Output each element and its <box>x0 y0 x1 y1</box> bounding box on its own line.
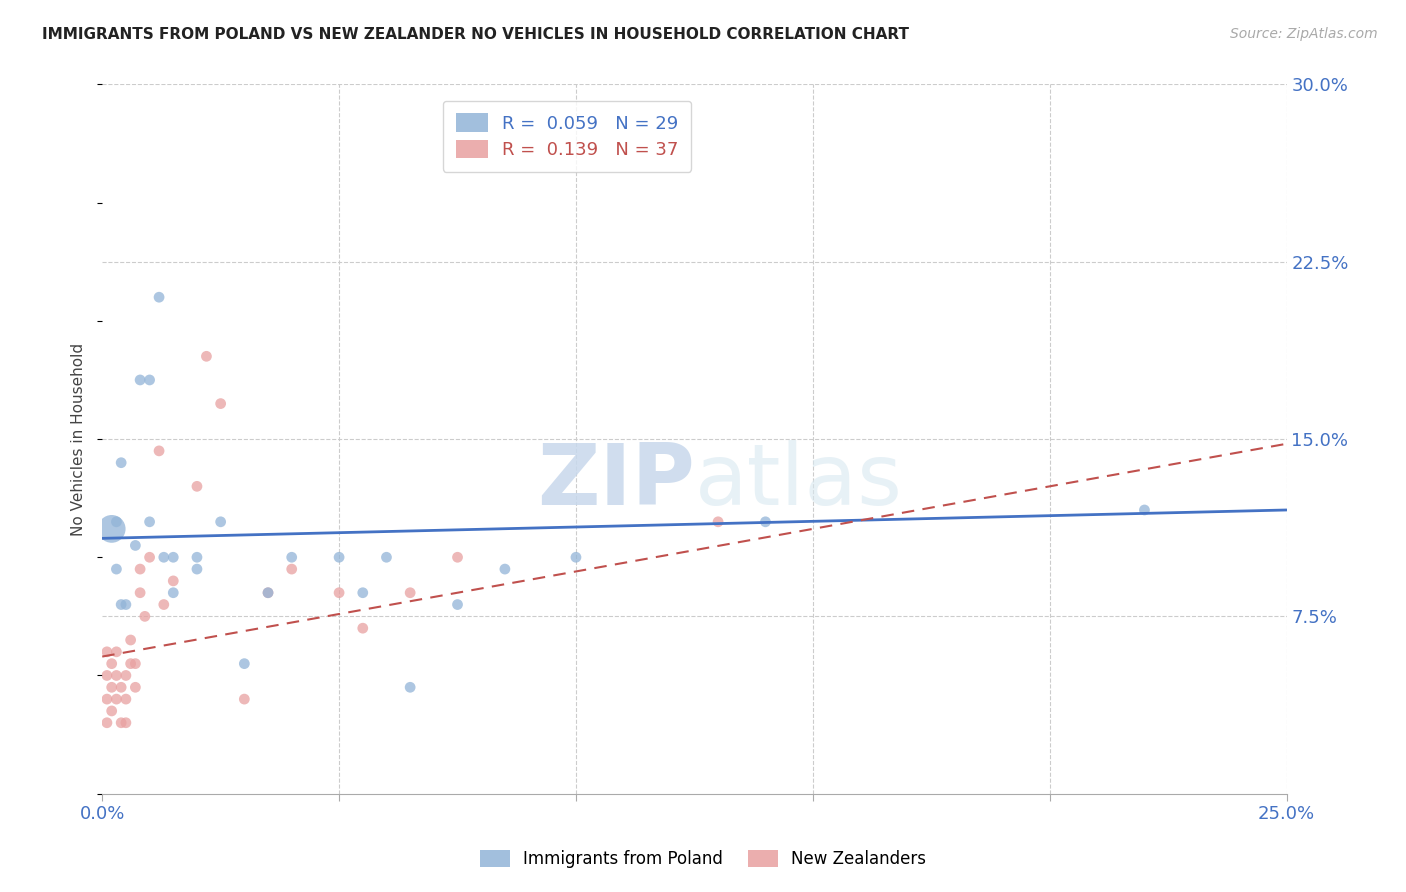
Point <box>257 585 280 599</box>
Point <box>110 456 132 470</box>
Text: ZIP: ZIP <box>537 440 695 523</box>
Point <box>186 550 208 565</box>
Point <box>105 645 128 659</box>
Point <box>120 632 142 647</box>
Point <box>110 715 132 730</box>
Point <box>209 396 232 410</box>
Point <box>129 373 152 387</box>
Point <box>162 585 184 599</box>
Point <box>115 692 138 706</box>
Point <box>115 715 138 730</box>
Point <box>446 550 468 565</box>
Point <box>105 668 128 682</box>
Text: IMMIGRANTS FROM POLAND VS NEW ZEALANDER NO VEHICLES IN HOUSEHOLD CORRELATION CHA: IMMIGRANTS FROM POLAND VS NEW ZEALANDER … <box>42 27 910 42</box>
Point <box>280 550 302 565</box>
Point <box>138 515 160 529</box>
Point <box>352 621 374 635</box>
Point <box>148 290 170 304</box>
Y-axis label: No Vehicles in Household: No Vehicles in Household <box>72 343 86 535</box>
Point <box>233 692 256 706</box>
Text: atlas: atlas <box>695 440 903 523</box>
Point <box>186 479 208 493</box>
Point <box>209 515 232 529</box>
Point <box>115 598 138 612</box>
Point <box>328 550 350 565</box>
Point <box>186 562 208 576</box>
Point <box>100 522 122 536</box>
Point <box>375 550 398 565</box>
Point <box>105 562 128 576</box>
Point <box>153 550 176 565</box>
Point <box>134 609 156 624</box>
Point <box>352 585 374 599</box>
Point <box>446 598 468 612</box>
Point <box>129 585 152 599</box>
Point <box>129 562 152 576</box>
Point <box>110 598 132 612</box>
Legend: Immigrants from Poland, New Zealanders: Immigrants from Poland, New Zealanders <box>472 843 934 875</box>
Point <box>96 668 118 682</box>
Point <box>280 562 302 576</box>
Point <box>100 657 122 671</box>
Point <box>96 645 118 659</box>
Point <box>233 657 256 671</box>
Point <box>328 585 350 599</box>
Point <box>105 692 128 706</box>
Point <box>162 550 184 565</box>
Point <box>565 550 588 565</box>
Point <box>100 681 122 695</box>
Point <box>96 692 118 706</box>
Point <box>138 550 160 565</box>
Point <box>124 657 146 671</box>
Point <box>494 562 516 576</box>
Point <box>124 538 146 552</box>
Point <box>195 349 218 363</box>
Point <box>257 585 280 599</box>
Point <box>399 585 422 599</box>
Point <box>115 668 138 682</box>
Point <box>1133 503 1156 517</box>
Point <box>105 515 128 529</box>
Point <box>96 715 118 730</box>
Point <box>162 574 184 588</box>
Point <box>110 681 132 695</box>
Point <box>754 515 776 529</box>
Text: Source: ZipAtlas.com: Source: ZipAtlas.com <box>1230 27 1378 41</box>
Point <box>153 598 176 612</box>
Point <box>100 704 122 718</box>
Point <box>148 443 170 458</box>
Point <box>120 657 142 671</box>
Point <box>707 515 730 529</box>
Legend: R =  0.059   N = 29, R =  0.139   N = 37: R = 0.059 N = 29, R = 0.139 N = 37 <box>443 101 692 172</box>
Point <box>138 373 160 387</box>
Point <box>399 681 422 695</box>
Point <box>124 681 146 695</box>
